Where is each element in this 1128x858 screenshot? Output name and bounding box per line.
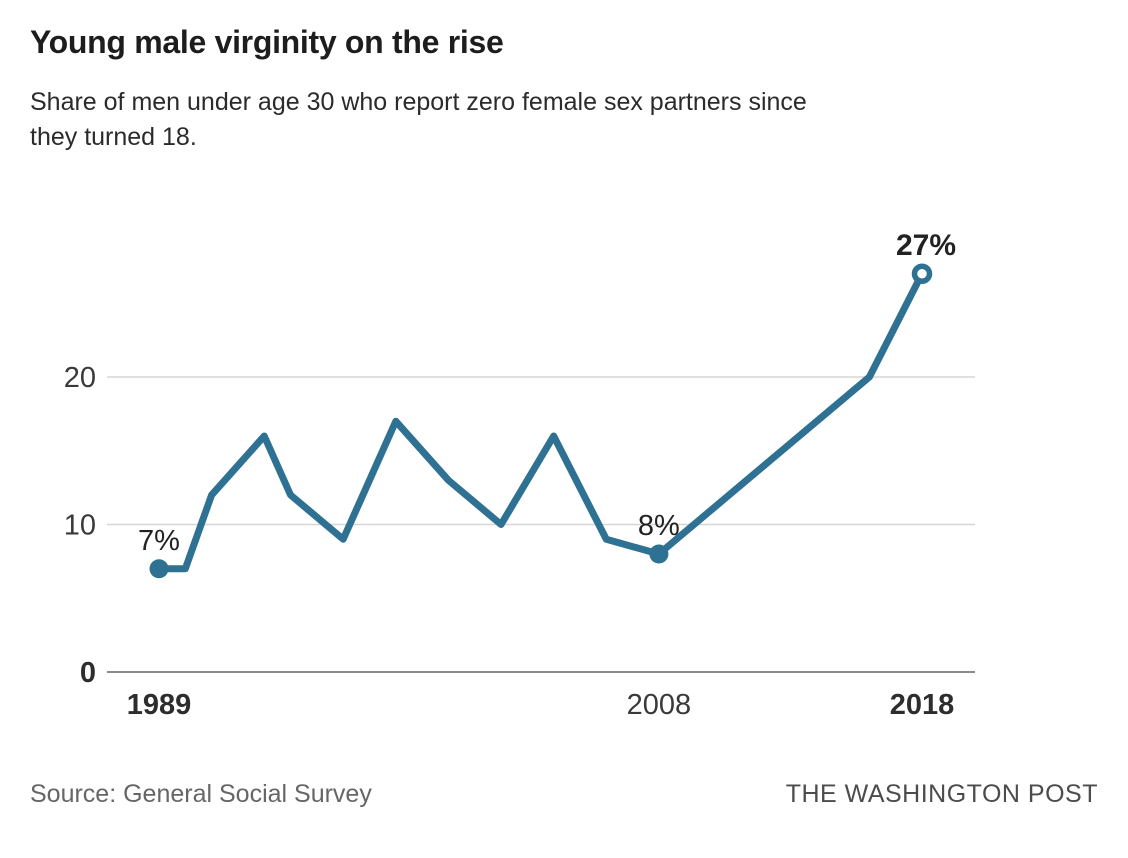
y-tick-label-20: 20 [64,362,96,394]
page-title: Young male virginity on the rise [30,24,504,60]
data-point-2018 [911,263,933,284]
chart-footer: Source: General Social Survey THE WASHIN… [30,780,1098,809]
publisher-wordmark: THE WASHINGTON POST [785,780,1098,808]
data-label-1989: 7% [138,525,180,557]
data-point-1989 [149,559,169,579]
chart-subtitle: Share of men under age 30 who report zer… [30,85,807,155]
x-tick-label-2018: 2018 [890,689,955,721]
x-tick-label-2008: 2008 [627,689,692,721]
data-label-2008: 8% [638,510,680,542]
data-label-2018: 27% [896,229,956,262]
chart-subtitle-line-2: they turned 18. [30,123,197,151]
data-point-2008 [649,544,669,564]
source-credit: Source: General Social Survey [30,780,372,808]
x-tick-label-1989: 1989 [127,689,192,721]
y-tick-label-0: 0 [80,657,96,689]
y-tick-label-10: 10 [64,510,96,542]
chart-subtitle-line-1: Share of men under age 30 who report zer… [30,88,807,116]
